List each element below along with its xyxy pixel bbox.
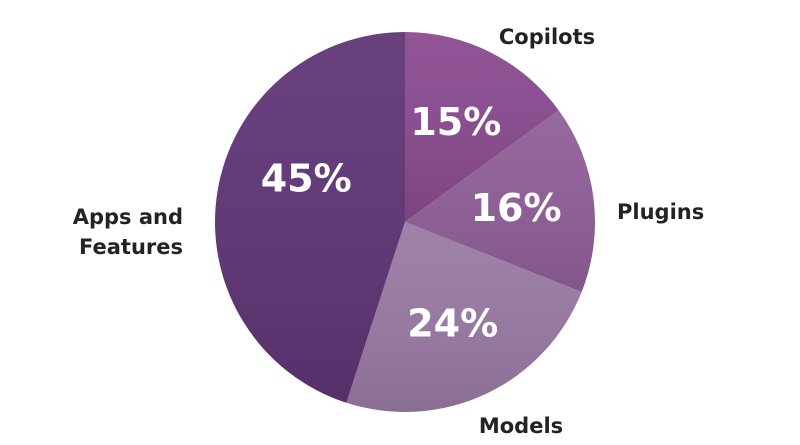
pie-label-models: Models (479, 414, 563, 438)
pie-label-apps-and-features: Apps and Features (73, 205, 183, 259)
pie-slice-shade-copilots (405, 32, 559, 222)
pie-percent-apps-and-features: 45% (261, 156, 352, 200)
pie-slices (215, 32, 595, 412)
pie-slice-shade-plugins (405, 110, 595, 292)
pie-percent-copilots: 15% (410, 100, 501, 144)
pie-slice-shade-models (346, 222, 582, 412)
pie-slice-shade-apps-and-features (215, 32, 405, 403)
pie-percent-plugins: 16% (471, 186, 562, 230)
pie-percent-labels: 15% 16% 24% 45% (261, 100, 562, 345)
pie-label-plugins: Plugins (617, 200, 704, 224)
pie-percent-models: 24% (407, 301, 498, 345)
pie-category-labels: Copilots Plugins Models Apps and Features (73, 25, 705, 438)
pie-label-copilots: Copilots (499, 25, 595, 49)
